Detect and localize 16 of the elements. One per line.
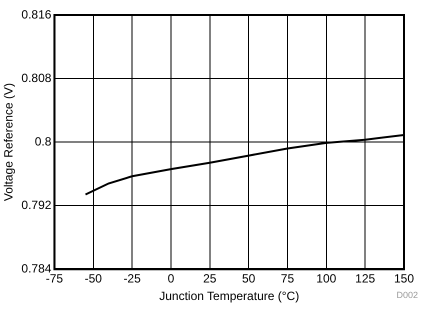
x-tick-label: 50 (242, 272, 256, 286)
y-tick-label: 0.816 (21, 7, 52, 22)
x-tick-label: 100 (316, 272, 337, 286)
y-axis-title: Voltage Reference (V) (2, 83, 16, 202)
y-tick-label: 0.808 (21, 70, 52, 85)
y-tick-label: 0.8 (34, 134, 52, 148)
x-tick-label: 125 (355, 272, 376, 286)
x-tick-label: -50 (84, 272, 102, 286)
y-tick-label: 0.792 (21, 198, 52, 212)
x-tick-label: 25 (203, 272, 217, 286)
x-tick-label: 0 (168, 272, 175, 286)
x-axis-title: Junction Temperature (°C) (159, 289, 300, 304)
x-tick-label: 150 (394, 272, 414, 286)
x-tick-label: 75 (280, 272, 294, 286)
x-tick-label: -25 (123, 272, 142, 286)
text: D002 (396, 290, 418, 300)
